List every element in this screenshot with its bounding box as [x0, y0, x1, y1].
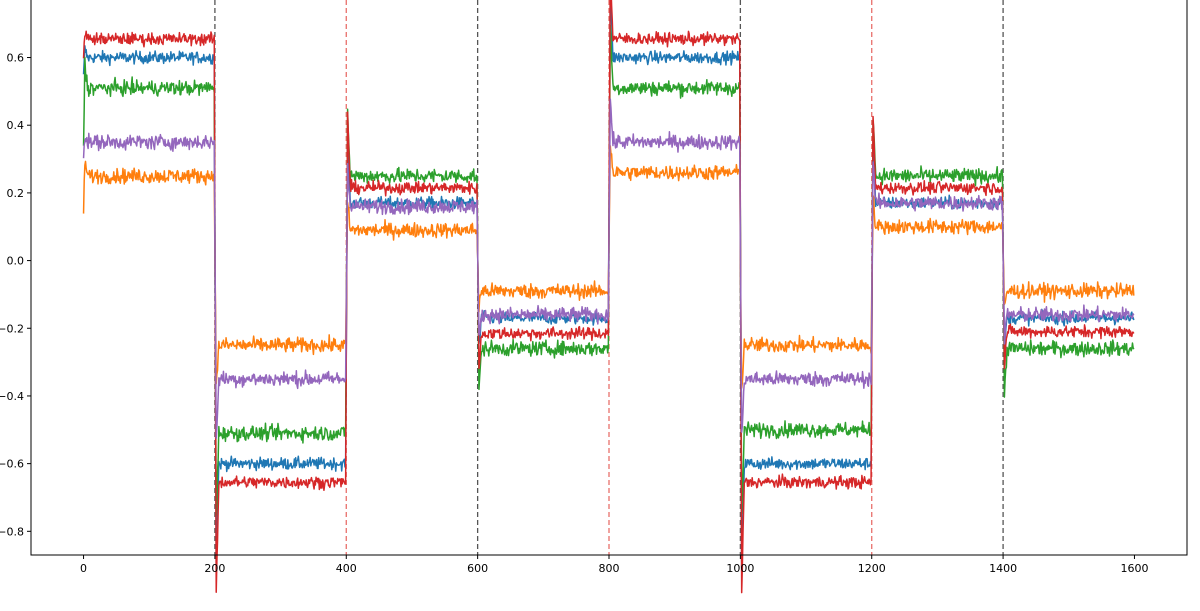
y-tick-label: 0.2 — [7, 187, 25, 200]
x-tick-label: 600 — [467, 562, 488, 575]
x-tick-label: 1000 — [726, 562, 754, 575]
x-tick-label: 0 — [80, 562, 87, 575]
x-tick-label: 1400 — [989, 562, 1017, 575]
x-tick-label: 800 — [599, 562, 620, 575]
series-line-5 — [82, 98, 1135, 439]
series-lines — [82, 0, 1135, 594]
y-tick-label: −0.8 — [0, 525, 24, 538]
y-tick-label: −0.6 — [0, 458, 24, 471]
x-tick-label: 400 — [336, 562, 357, 575]
y-tick-label: −0.2 — [0, 322, 24, 335]
y-tick-label: −0.4 — [0, 390, 24, 403]
x-tick-label: 1200 — [858, 562, 886, 575]
x-tick-label: 200 — [204, 562, 225, 575]
y-tick-label: 0.4 — [7, 119, 25, 132]
x-tick-label: 1600 — [1120, 562, 1148, 575]
y-tick-label: 0.0 — [7, 255, 25, 268]
y-tick-label: 0.6 — [7, 52, 25, 65]
axes: 0 200 400 600 800 1000 1200 1400 1600 −0.8 −0.6 −0.… — [0, 0, 1188, 575]
